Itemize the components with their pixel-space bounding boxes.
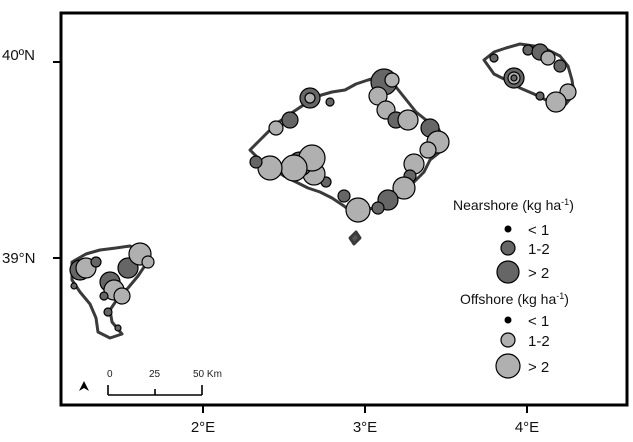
x-tick-label-3e: 3°E	[353, 419, 377, 436]
site-marker	[249, 155, 263, 169]
y-tick-label-40n: 40ºN	[2, 47, 35, 64]
legend-offshore-medium-symbol	[500, 332, 516, 348]
site-marker	[337, 189, 351, 203]
legend-offshore-small-symbol	[504, 316, 512, 324]
legend-nearshore-small-symbol	[504, 225, 512, 233]
legend-nearshore-title: Nearshore (kg ha-1)	[453, 197, 574, 213]
legend-offshore-large-label: > 2	[528, 359, 549, 376]
coastline-ibiza	[70, 244, 148, 340]
site-marker	[141, 255, 155, 269]
site-marker	[281, 111, 299, 129]
site-marker	[268, 120, 284, 136]
legend: Nearshore (kg ha-1) < 1 1-2 > 2 Offshore…	[453, 197, 574, 379]
site-marker	[113, 287, 131, 305]
site-marker	[522, 44, 534, 56]
legend-nearshore-large-symbol	[496, 260, 520, 284]
scale-label-50km: 50 Km	[193, 369, 222, 380]
site-marker	[419, 141, 437, 159]
site-marker	[371, 201, 385, 215]
site-marker	[114, 324, 122, 332]
coastline-cabrera	[348, 230, 362, 246]
legend-nearshore-medium-label: 1-2	[528, 241, 550, 258]
site-marker	[545, 91, 567, 113]
legend-nearshore-medium-symbol	[500, 240, 516, 256]
site-marker	[510, 74, 518, 82]
legend-offshore-large-symbol	[495, 353, 521, 379]
legend-nearshore-large-label: > 2	[528, 265, 549, 282]
y-tick-label-39n: 39°N	[2, 250, 36, 267]
site-marker	[392, 176, 416, 200]
site-marker	[397, 109, 419, 131]
site-marker	[535, 91, 545, 101]
legend-offshore-small-label: < 1	[528, 313, 549, 330]
site-marker	[90, 256, 102, 268]
site-marker	[384, 72, 400, 88]
legend-offshore-medium-label: 1-2	[528, 333, 550, 350]
legend-offshore-title: Offshore (kg ha-1)	[460, 291, 569, 307]
site-marker	[70, 282, 78, 290]
site-marker	[345, 197, 371, 223]
x-tick-label-2e: 2°E	[191, 419, 215, 436]
x-tick-label-4e: 4°E	[515, 419, 539, 436]
legend-nearshore-small-label: < 1	[528, 222, 549, 239]
north-arrow-icon	[79, 381, 89, 391]
site-marker	[99, 291, 109, 301]
site-marker	[280, 154, 308, 182]
site-marker	[304, 92, 316, 104]
site-marker	[553, 59, 567, 73]
site-marker	[489, 53, 499, 63]
site-marker	[103, 307, 113, 317]
map-frame	[59, 11, 629, 407]
scale-label-25: 25	[149, 369, 161, 380]
site-marker	[540, 50, 556, 66]
scale-bar: 0 25 50 Km	[107, 369, 222, 396]
site-marker	[325, 97, 335, 107]
scale-label-0: 0	[107, 369, 113, 380]
